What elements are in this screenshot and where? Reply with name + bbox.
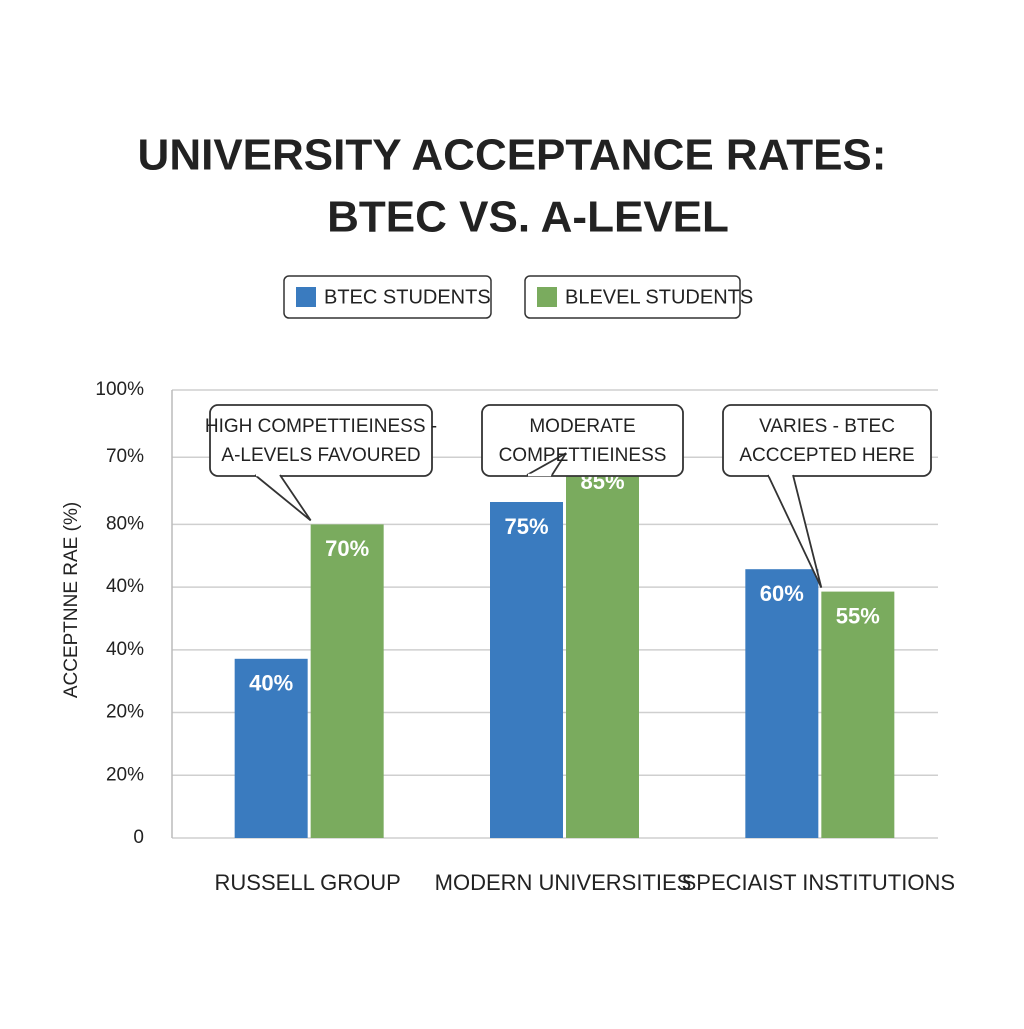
x-tick-label: MODERN UNIVERSITIES [435, 870, 692, 895]
x-tick-label: RUSSELL GROUP [215, 870, 401, 895]
chart-title: BTEC VS. A-LEVEL [327, 193, 729, 242]
y-tick-label: 0 [133, 827, 144, 848]
legend-label: BTEC STUDENTS [324, 286, 491, 308]
y-tick-label: 20% [106, 702, 144, 723]
y-tick-label: 80% [106, 513, 144, 534]
annotation-text: HIGH COMPETTIEINESS - [205, 416, 437, 437]
value-label: 75% [504, 514, 548, 539]
value-label: 40% [249, 671, 293, 696]
y-axis-label: ACCEPTNNE RAE (%) [61, 502, 82, 698]
value-label: 60% [760, 581, 804, 606]
bar [310, 524, 384, 838]
bar [490, 502, 563, 838]
annotation-pointer [526, 452, 567, 476]
annotation-text: ACCCEPTED HERE [739, 445, 914, 466]
bar [745, 569, 819, 838]
chart-title: UNIVERSITY ACCEPTANCE RATES: [138, 131, 887, 180]
annotation-box [481, 404, 684, 477]
annotation-text: MODERATE [529, 416, 635, 437]
legend-swatch [537, 287, 557, 307]
y-tick-label: 20% [106, 764, 144, 785]
annotation-pointer [767, 474, 823, 588]
legend-swatch [296, 287, 316, 307]
annotation-pointer [254, 474, 312, 522]
y-tick-label: 100% [95, 379, 144, 400]
legend-label: BLEVEL STUDENTS [565, 286, 753, 308]
bar [566, 457, 639, 838]
value-label: 70% [325, 536, 369, 561]
legend-box [524, 275, 741, 319]
bar [234, 658, 308, 838]
value-label: 55% [836, 603, 880, 628]
y-tick-label: 40% [106, 576, 144, 597]
annotation-box [722, 404, 932, 477]
legend-box [283, 275, 492, 319]
annotation-text: COMPETTIEINESS [499, 445, 667, 466]
bar [821, 591, 895, 838]
annotation-text: A-LEVELS FAVOURED [221, 445, 420, 466]
x-tick-label: SPECIAIST INSTITUTIONS [682, 870, 955, 895]
annotation-text: VARIES - BTEC [759, 416, 895, 437]
annotation-box [209, 404, 433, 477]
y-tick-label: 70% [106, 446, 144, 467]
y-tick-label: 40% [106, 639, 144, 660]
